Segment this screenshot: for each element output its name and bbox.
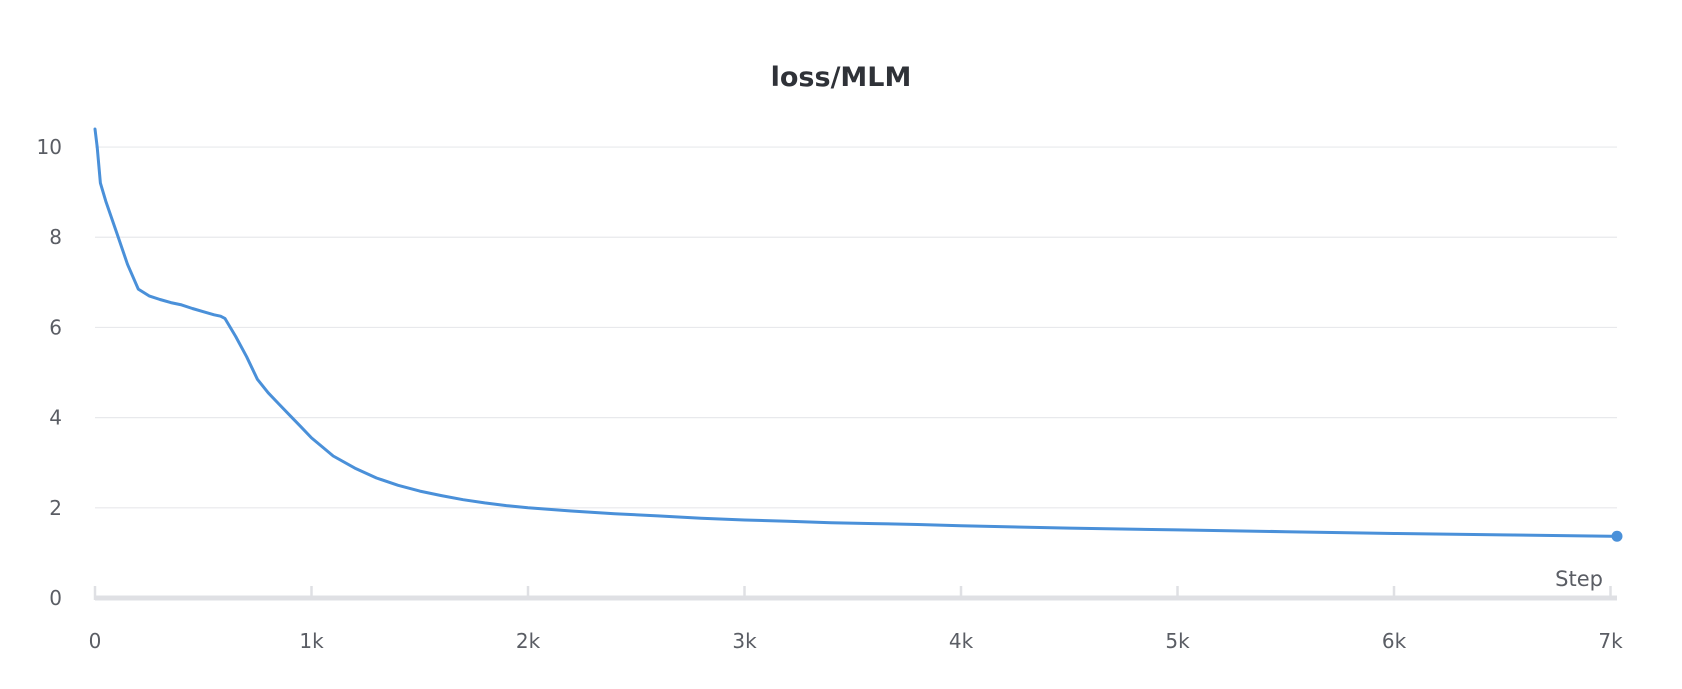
x-tick-label: 7k: [1598, 629, 1623, 653]
x-tick-label: 4k: [949, 629, 974, 653]
y-axis-ticks: 0 2 4 6 8 10: [37, 135, 62, 610]
y-tick-label: 6: [49, 315, 62, 339]
y-tick-label: 8: [49, 225, 62, 249]
y-tick-label: 2: [49, 496, 62, 520]
y-tick-label: 0: [49, 586, 62, 610]
x-tick-label: 3k: [732, 629, 757, 653]
x-tick-label: 5k: [1165, 629, 1190, 653]
series-layer: [93, 127, 1623, 542]
x-tick-label: 0: [89, 629, 102, 653]
x-axis-ticks: 0 1k 2k 3k 4k 5k 6k 7k: [89, 586, 1623, 653]
x-tick-label: 6k: [1382, 629, 1407, 653]
chart-title: loss/MLM: [771, 62, 912, 93]
y-tick-label: 4: [49, 406, 62, 430]
x-tick-label: 2k: [516, 629, 541, 653]
gridlines: [95, 146, 1617, 509]
series-line: [93, 127, 1619, 538]
y-tick-label: 10: [37, 135, 62, 159]
x-axis-label: Step: [1555, 567, 1603, 591]
x-tick-label: 1k: [299, 629, 324, 653]
series-end-point[interactable]: [1611, 530, 1623, 542]
